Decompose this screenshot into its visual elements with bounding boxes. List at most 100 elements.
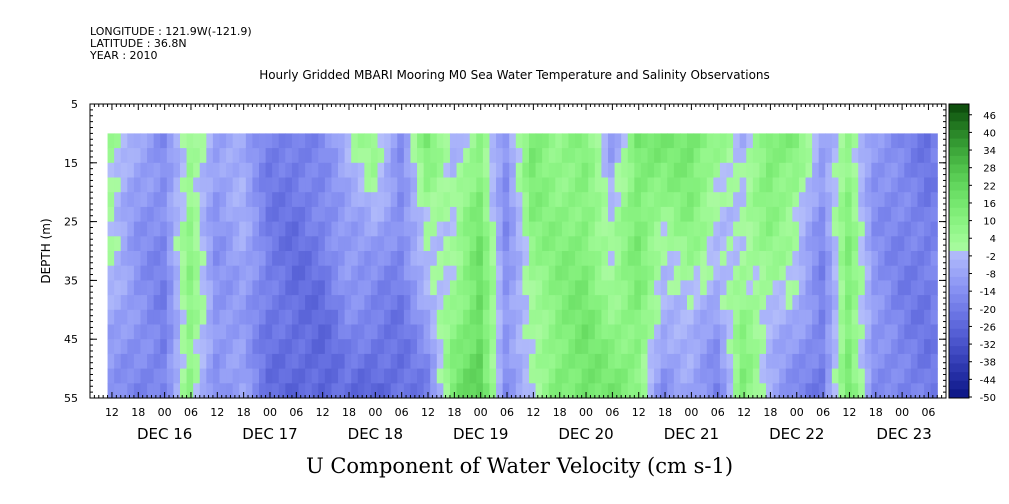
colorbar-swatch — [949, 147, 969, 157]
colorbar-swatch — [949, 164, 969, 174]
x-hour-tick-label: 18 — [763, 406, 777, 419]
colorbar: 46 40 34 28 22 16 10 4 -2 -8 -14 -20 -26 -32 -38 -44 -50 — [948, 103, 996, 404]
x-day-label: DEC 23 — [876, 425, 931, 443]
x-hour-tick-label: 18 — [553, 406, 567, 419]
colorbar-swatch — [949, 363, 969, 373]
colorbar-label: -32 — [980, 340, 996, 351]
x-hour-tick-label: 06 — [816, 406, 830, 419]
colorbar-label: 40 — [983, 128, 996, 139]
x-hour-tick-label: 18 — [869, 406, 883, 419]
x-hour-tick-label: 18 — [237, 406, 251, 419]
x-day-label: DEC 19 — [453, 425, 508, 443]
colorbar-swatch — [949, 233, 969, 243]
colorbar-swatch — [949, 311, 969, 321]
x-hour-tick-label: 12 — [632, 406, 646, 419]
latitude-label: LATITUDE : 36.8N — [90, 37, 187, 50]
x-axis-label: U Component of Water Velocity (cm s-1) — [305, 454, 734, 478]
x-day-label: DEC 21 — [664, 425, 719, 443]
x-day-label: DEC 18 — [348, 425, 403, 443]
x-hour-tick-label: 06 — [500, 406, 514, 419]
x-hour-tick-label: 00 — [263, 406, 277, 419]
colorbar-label: -20 — [980, 305, 996, 316]
colorbar-label: 46 — [983, 111, 996, 122]
colorbar-swatch — [949, 259, 969, 269]
colorbar-swatch — [949, 173, 969, 183]
colorbar-swatch — [949, 242, 969, 252]
colorbar-label: 22 — [983, 181, 996, 192]
x-hour-tick-label: 06 — [289, 406, 303, 419]
y-tick-label: 5 — [71, 98, 78, 111]
x-hour-tick-label: 12 — [316, 406, 330, 419]
colorbar-label: -14 — [980, 287, 996, 298]
colorbar-swatch — [949, 328, 969, 338]
year-label: YEAR : 2010 — [90, 49, 158, 62]
colorbar-label: 16 — [983, 199, 996, 210]
colorbar-swatch — [949, 389, 969, 399]
colorbar-swatch — [949, 207, 969, 217]
x-hour-tick-label: 00 — [790, 406, 804, 419]
colorbar-label: -8 — [986, 270, 996, 281]
colorbar-label: -2 — [986, 252, 996, 263]
colorbar-swatch — [949, 302, 969, 312]
x-hour-tick-label: 12 — [842, 406, 856, 419]
colorbar-label: -50 — [980, 393, 996, 404]
colorbar-label: -44 — [980, 375, 996, 386]
colorbar-swatch — [949, 129, 969, 139]
y-tick-label: 15 — [64, 157, 78, 170]
x-hour-tick-label: 18 — [447, 406, 461, 419]
colorbar-swatch — [949, 121, 969, 131]
colorbar-label: 28 — [983, 164, 996, 175]
x-hour-tick-label: 06 — [921, 406, 935, 419]
colorbar-swatch — [949, 155, 969, 165]
x-hour-tick-label: 00 — [579, 406, 593, 419]
x-hour-tick-label: 18 — [658, 406, 672, 419]
x-hour-tick-label: 12 — [526, 406, 540, 419]
colorbar-swatch — [949, 285, 969, 295]
x-hour-tick-label: 00 — [684, 406, 698, 419]
heatmap-field — [107, 133, 938, 399]
colorbar-swatch — [949, 190, 969, 200]
colorbar-swatch — [949, 251, 969, 261]
x-hour-tick-label: 06 — [184, 406, 198, 419]
colorbar-swatch — [949, 225, 969, 235]
longitude-label: LONGITUDE : 121.9W(-121.9) — [90, 25, 252, 38]
colorbar-swatch — [949, 216, 969, 226]
colorbar-swatch — [949, 380, 969, 390]
y-tick-label: 25 — [64, 216, 78, 229]
colorbar-swatch — [949, 276, 969, 286]
x-hour-tick-label: 00 — [158, 406, 172, 419]
colorbar-swatch — [949, 337, 969, 347]
colorbar-swatch — [949, 320, 969, 330]
colorbar-swatch — [949, 104, 969, 114]
y-tick-label: 55 — [64, 392, 78, 405]
y-tick-label: 45 — [64, 333, 78, 346]
x-hour-tick-label: 06 — [605, 406, 619, 419]
x-hour-tick-label: 12 — [105, 406, 119, 419]
x-hour-tick-label: 18 — [131, 406, 145, 419]
colorbar-swatch — [949, 138, 969, 148]
colorbar-swatch — [949, 199, 969, 209]
x-hour-tick-label: 06 — [711, 406, 725, 419]
x-hour-tick-label: 12 — [210, 406, 224, 419]
x-hour-tick-label: 06 — [395, 406, 409, 419]
colorbar-label: 34 — [983, 146, 996, 157]
chart-title: Hourly Gridded MBARI Mooring M0 Sea Wate… — [259, 68, 770, 82]
colorbar-swatch — [949, 294, 969, 304]
colorbar-label: 10 — [983, 217, 996, 228]
x-hour-tick-label: 12 — [421, 406, 435, 419]
colorbar-label: 4 — [990, 234, 996, 245]
x-day-label: DEC 16 — [137, 425, 192, 443]
colorbar-swatch — [949, 112, 969, 122]
x-day-label: DEC 17 — [242, 425, 297, 443]
colorbar-swatch — [949, 181, 969, 191]
colorbar-swatch — [949, 346, 969, 356]
x-hour-tick-label: 18 — [342, 406, 356, 419]
colorbar-label: -26 — [980, 322, 996, 333]
colorbar-frame — [948, 103, 970, 399]
colorbar-swatch — [949, 354, 969, 364]
x-hour-tick-label: 00 — [368, 406, 382, 419]
x-hour-tick-label: 00 — [895, 406, 909, 419]
x-hour-tick-label: 12 — [737, 406, 751, 419]
x-hour-tick-label: 00 — [474, 406, 488, 419]
